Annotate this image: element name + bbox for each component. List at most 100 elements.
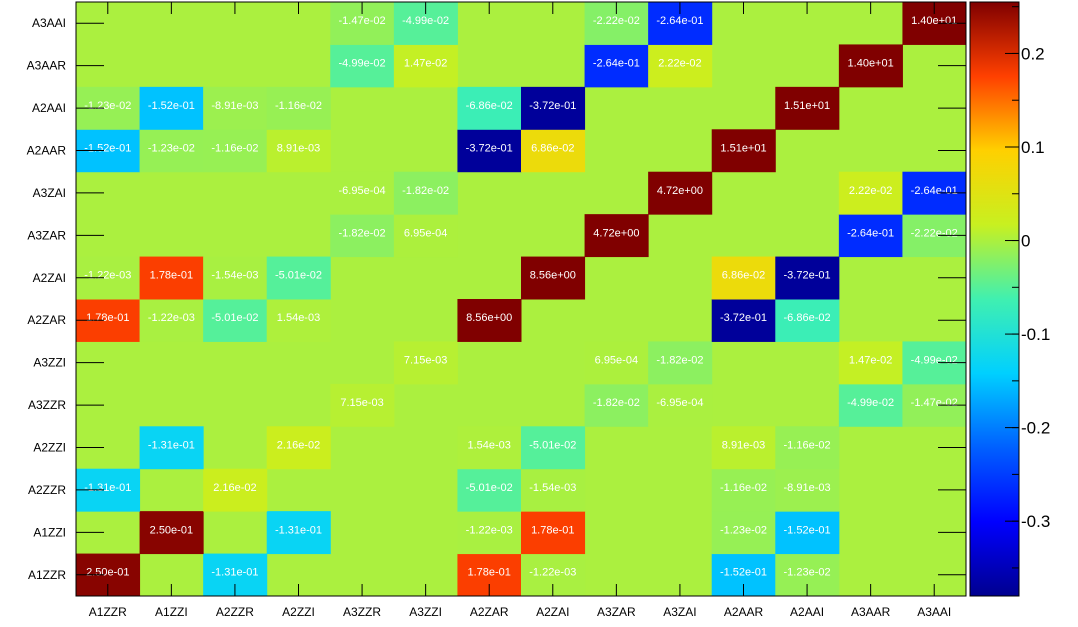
heatmap-cell [203,299,268,342]
color-scale-gradient [969,1,1020,597]
heatmap-cell-value-label: -1.16e-02 [784,439,831,451]
y-axis-tick-label: A3AAR [27,59,67,73]
heatmap-cell [648,171,713,215]
heatmap-cell [266,129,331,173]
heatmap-cell-value-label: -1.82e-02 [656,355,703,367]
x-axis-tick-label: A3ZAI [663,605,696,619]
heatmap-cell-value-label: -3.72e-01 [720,312,767,324]
heatmap-cell-value-label: -1.22e-03 [466,524,513,536]
heatmap-cell-labels: 2.50e-01 -1.31e-01 1.78e-01 -1.22e-03 -1.52e… [84,15,958,579]
color-scale-bar: 0.2 0.1 0 -0.1 -0.2 -0.3 [969,1,1050,597]
heatmap-cell-value-label: 2.50e-01 [86,567,129,579]
heatmap-cell [139,256,204,300]
y-axis-tick-label: A2ZAI [33,271,66,285]
heatmap-cell-value-label: 4.72e+00 [593,227,639,239]
heatmap-cell [139,299,204,342]
heatmap-cell [330,214,395,258]
heatmap-cell-value-label: 2.22e-02 [849,185,892,197]
heatmap-cell [139,511,204,555]
heatmap-cell-value-label: 8.56e+00 [466,312,512,324]
heatmap-cell-value-label: -1.22e-03 [84,270,131,282]
heatmap-cell-value-label: 1.40e+01 [848,58,894,70]
y-axis-tick-label: A3ZAI [33,186,66,200]
heatmap-cell-value-label: -2.64e-01 [911,185,958,197]
heatmap-cell-value-label: -5.01e-02 [466,482,513,494]
heatmap-cell-value-label: -1.23e-02 [720,524,767,536]
heatmap-cell-value-label: -1.52e-01 [720,567,767,579]
heatmap-cell [139,426,204,470]
heatmap-cell-value-label: 2.16e-02 [277,439,320,451]
heatmap-cell-value-label: 7.15e-03 [340,397,383,409]
x-axis-tick-label: A2AAR [724,605,764,619]
heatmap-cell-value-label: -2.22e-02 [911,227,958,239]
heatmap-cell [775,299,840,342]
heatmap-cell [203,256,268,300]
heatmap-cell-value-label: -1.82e-02 [339,227,386,239]
heatmap-cell-value-label: 2.50e-01 [150,524,193,536]
heatmap-cell-value-label: -1.82e-02 [402,185,449,197]
heatmap-cell [584,383,649,427]
heatmap-cell [266,426,331,470]
heatmap-cell-value-label: -1.31e-01 [211,567,258,579]
heatmap-cell [330,383,395,427]
heatmap-cell-value-label: -1.22e-03 [148,312,195,324]
heatmap-cell-value-label: -1.23e-02 [784,567,831,579]
heatmap-cell [457,511,522,555]
heatmap-cell [393,214,458,258]
heatmap-cell-value-label: -1.16e-02 [211,142,258,154]
heatmap-cell-value-label: -4.99e-02 [339,58,386,70]
heatmap-cell-value-label: -5.01e-02 [275,270,322,282]
heatmap-cell [266,256,331,300]
x-axis-tick-label: A3ZZI [409,605,442,619]
heatmap-cell [521,468,586,512]
heatmap-cell-value-label: 1.54e-03 [467,439,510,451]
heatmap-cell-value-label: -1.54e-03 [211,270,258,282]
heatmap-cell-value-label: -5.01e-02 [529,439,576,451]
heatmap-cell-value-label: -8.91e-03 [784,482,831,494]
heatmap-cell-value-label: 7.15e-03 [404,355,447,367]
x-axis-tick-labels: A1ZZR A1ZZI A2ZZR A2ZZI A3ZZR A3ZZI A2ZAR A2ZAI… [89,605,951,619]
heatmap-cell-value-label: 8.91e-03 [277,142,320,154]
heatmap-cell-value-label: -4.99e-02 [402,15,449,27]
heatmap-cell-value-label: -4.99e-02 [847,397,894,409]
heatmap-cell-value-label: -1.54e-03 [529,482,576,494]
color-scale-tick-label: -0.1 [1021,325,1050,344]
heatmap-cell-value-label: -6.86e-02 [466,100,513,112]
y-axis-tick-labels: A1ZZR A1ZZI A2ZZR A2ZZI A3ZZR A3ZZI A2ZAR A2ZAI… [27,16,67,582]
heatmap-cell [457,86,522,130]
heatmap-cell-value-label: 1.78e-01 [467,567,510,579]
heatmap-cell-value-label: -2.22e-02 [593,15,640,27]
heatmap-cell-value-label: -3.72e-01 [784,270,831,282]
color-scale-tick-label: -0.3 [1021,512,1050,531]
heatmap-cell [521,256,586,300]
heatmap-cell [330,44,395,88]
heatmap-cell-value-label: -1.23e-02 [84,100,131,112]
heatmap-cell [330,171,395,215]
heatmap-cell-value-label: 6.95e-04 [404,227,447,239]
heatmap-cell-value-label: 6.86e-02 [722,270,765,282]
y-axis-tick-label: A1ZZR [28,568,66,582]
heatmap-cell [711,468,776,512]
heatmap-cell-value-label: 2.16e-02 [213,482,256,494]
heatmap-cell [711,256,776,300]
heatmap-cell-value-label: -6.95e-04 [656,397,703,409]
heatmap-cell [838,214,903,258]
x-axis-tick-label: A1ZZR [89,605,127,619]
heatmap-cell-value-label: 1.78e-01 [86,312,129,324]
x-axis-tick-label: A2AAI [790,605,824,619]
x-axis-tick-label: A2ZAR [470,605,509,619]
heatmap-cell-value-label: -3.72e-01 [529,100,576,112]
heatmap-cell [648,383,713,427]
heatmap-cell [648,341,713,385]
heatmap-cell [711,299,776,342]
heatmap-cell-value-label: 1.51e+01 [720,142,766,154]
x-axis-tick-label: A2ZZR [216,605,254,619]
x-axis-tick-label: A3ZZR [343,605,381,619]
y-axis-tick-label: A2AAI [32,101,66,115]
heatmap-cell-value-label: 1.78e-01 [150,270,193,282]
heatmap-cell [393,171,458,215]
heatmap-cell [838,341,903,385]
color-scale-tick-label: 0.1 [1021,138,1045,157]
heatmap-cell [584,44,649,88]
